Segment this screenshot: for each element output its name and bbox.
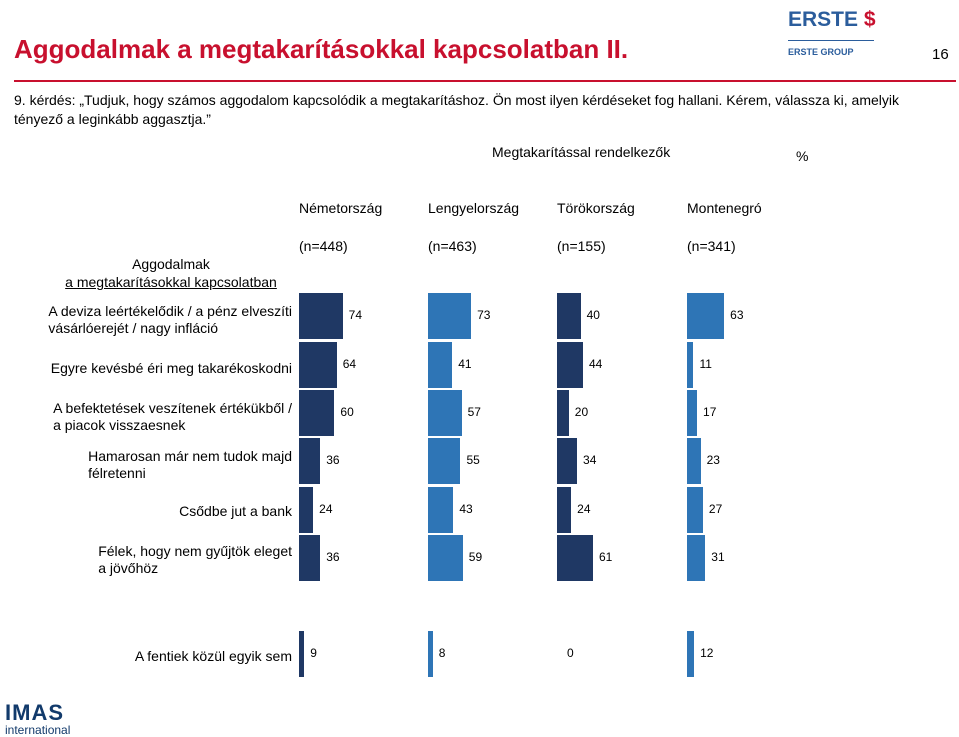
bar	[428, 631, 433, 677]
imas-logo: IMAS international	[5, 700, 70, 737]
category-label: Félek, hogy nem gyűjtök eleget a jövőhöz	[98, 543, 292, 576]
data-label: 55	[466, 453, 480, 467]
data-label: 57	[467, 405, 481, 419]
data-label: 41	[458, 357, 472, 371]
bar	[687, 390, 698, 436]
category-label: A befektetések veszítenek értékükből / a …	[53, 400, 292, 433]
imas-logo-wordmark: IMAS	[5, 700, 64, 725]
erste-logo-rule	[788, 40, 874, 41]
data-label: 17	[703, 405, 717, 419]
data-label: 20	[574, 405, 589, 419]
sample-size-label: (n=155)	[557, 238, 606, 254]
data-label: 73	[477, 308, 491, 322]
bar	[687, 487, 703, 533]
data-label: 40	[586, 308, 600, 322]
bar	[687, 535, 706, 581]
country-label: Lengyelország	[428, 200, 520, 216]
bar	[687, 293, 725, 339]
bar	[428, 535, 463, 581]
country-label: Montenegró	[687, 200, 762, 216]
data-label: 24	[319, 502, 333, 516]
data-label: 24	[577, 502, 591, 516]
imas-logo-subtitle: international	[5, 723, 71, 737]
country-label: Törökország	[557, 200, 635, 216]
data-label: 36	[326, 453, 340, 467]
data-label: 64	[342, 357, 357, 371]
bar	[299, 342, 337, 388]
data-label: 36	[326, 550, 340, 564]
group-title: Megtakarítással rendelkezők	[492, 144, 671, 160]
bar	[557, 438, 578, 484]
data-label: 23	[706, 453, 720, 467]
bar	[428, 438, 461, 484]
bar	[299, 535, 321, 581]
data-label: 34	[583, 453, 597, 467]
bar	[428, 293, 472, 339]
data-label: 9	[310, 646, 317, 660]
row-header-line-1: Aggodalmak	[132, 256, 210, 272]
question-text: 9. kérdés: „Tudjuk, hogy számos aggodalo…	[14, 92, 900, 127]
bar	[299, 293, 343, 339]
sample-size-label: (n=463)	[428, 238, 477, 254]
bar	[299, 390, 335, 436]
bar	[428, 342, 453, 388]
category-label: Csődbe jut a bank	[179, 503, 292, 519]
data-label: 31	[711, 550, 725, 564]
erste-logo-subtitle: ERSTE GROUP	[788, 47, 854, 57]
bar	[299, 631, 305, 677]
row-header-line-2: a megtakarításokkal kapcsolatban	[65, 274, 277, 290]
title-rule	[14, 80, 956, 82]
bar	[557, 535, 593, 581]
data-label: 8	[438, 646, 446, 660]
data-label: 43	[459, 502, 473, 516]
country-label: Németország	[299, 200, 383, 216]
category-label: Hamarosan már nem tudok majd félretenni	[88, 448, 292, 481]
bar	[299, 438, 321, 484]
page-number: 16	[932, 46, 949, 63]
erste-logo-wordmark: ERSTE $	[788, 8, 876, 31]
sample-size-label: (n=341)	[687, 238, 736, 254]
data-label: 59	[468, 550, 483, 564]
data-label: 27	[708, 502, 723, 516]
bar	[687, 342, 694, 388]
bar	[557, 293, 581, 339]
data-label: 74	[348, 308, 363, 322]
sample-size-label: (n=448)	[299, 238, 348, 254]
category-label: A fentiek közül egyik sem	[134, 648, 292, 664]
category-label: A deviza leértékelődik / a pénz elveszít…	[48, 303, 292, 336]
data-label: 44	[588, 357, 603, 371]
data-label: 60	[340, 405, 354, 419]
category-label: Egyre kevésbé éri meg takarékoskodni	[50, 360, 292, 376]
data-label: 63	[730, 308, 744, 322]
bar	[557, 390, 569, 436]
bar	[428, 390, 462, 436]
bar	[299, 487, 314, 533]
page-title: Aggodalmak a megtakarításokkal kapcsolat…	[14, 34, 629, 64]
data-label: 0	[567, 646, 574, 660]
row-header: Aggodalmak a megtakarításokkal kapcsolat…	[60, 255, 282, 291]
data-label: 12	[700, 646, 714, 660]
bar	[428, 487, 454, 533]
bar	[557, 342, 583, 388]
unit-label: %	[796, 148, 809, 164]
data-label: 11	[699, 357, 712, 371]
bar	[687, 631, 695, 677]
bar	[557, 487, 572, 533]
erste-logo: ERSTE $ ERSTE GROUP	[772, 0, 876, 70]
data-label: 61	[598, 550, 613, 564]
bar	[687, 438, 701, 484]
